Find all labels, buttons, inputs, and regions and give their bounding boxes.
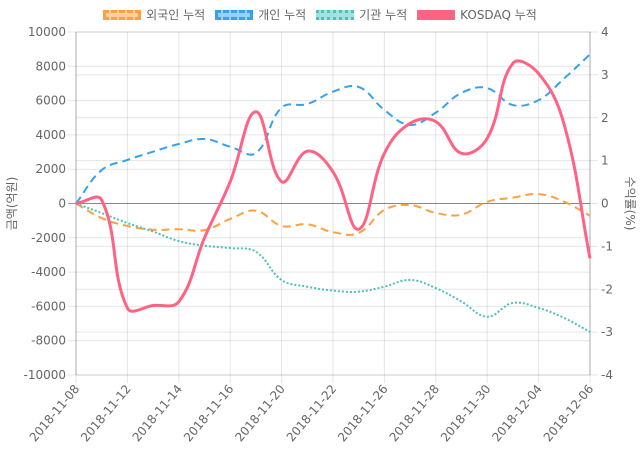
legend-label: 기관 누적 [359,8,408,22]
x-tick-label: 2018-11-26 [335,382,391,444]
legend-item-individual[interactable]: 개인 누적 [215,6,306,23]
y-tick-label-left: -10000 [23,368,66,382]
legend-item-foreign[interactable]: 외국인 누적 [103,6,205,23]
y-tick-label-left: -8000 [31,334,66,348]
x-tick-label: 2018-11-20 [232,382,288,444]
x-tick-label: 2018-11-30 [438,382,494,444]
y-tick-label-right: 3 [601,68,609,82]
legend-swatch [316,9,355,20]
x-tick-label: 2018-12-06 [541,382,597,444]
y-tick-label-left: 0 [58,197,66,211]
legend-swatch [417,9,456,20]
legend-swatch [215,9,254,20]
series-line-2 [75,202,591,333]
y-tick-label-left: 6000 [35,94,66,108]
legend-label: KOSDAQ 누적 [460,8,537,22]
series-line-1 [75,53,591,205]
y-tick-label-right: 4 [601,25,609,39]
legend-item-kosdaq[interactable]: KOSDAQ 누적 [417,6,537,23]
legend-item-institution[interactable]: 기관 누적 [316,6,407,23]
y-tick-label-right: 1 [601,154,609,168]
y-tick-label-right: -1 [601,239,613,253]
y-tick-label-right: -3 [601,325,613,339]
y-tick-label-left: -2000 [31,231,66,245]
legend-label: 개인 누적 [258,8,307,22]
y-tick-label-right: -2 [601,282,613,296]
y-tick-label-left: 8000 [35,59,66,73]
y-tick-label-left: 4000 [35,128,66,142]
y-tick-label-right: 2 [601,111,609,125]
legend-label: 외국인 누적 [146,8,206,22]
y-tick-label-left: -6000 [31,299,66,313]
y-tick-label-left: 10000 [28,25,66,39]
y-tick-label-left: 2000 [35,162,66,176]
legend-swatch [103,9,142,20]
y-tick-label-right: 0 [601,197,609,211]
x-tick-label: 2018-11-14 [130,382,186,444]
y-axis-title-right: 수익률(%) [623,177,637,231]
x-tick-label: 2018-11-12 [78,382,134,444]
y-axis-title-left: 금액(억원) [5,177,19,231]
x-tick-label: 2018-11-22 [284,382,340,444]
x-tick-label: 2018-12-04 [489,382,545,444]
y-tick-label-right: -4 [601,368,613,382]
series-line-3 [75,59,592,313]
y-tick-label-left: -4000 [31,265,66,279]
x-tick-label: 2018-11-16 [181,382,237,444]
legend: 외국인 누적 개인 누적 기관 누적 KOSDAQ 누적 [0,6,640,23]
series-line-0 [75,192,591,236]
x-tick-label: 2018-11-28 [387,382,443,444]
x-tick-label: 2018-11-08 [27,382,83,444]
